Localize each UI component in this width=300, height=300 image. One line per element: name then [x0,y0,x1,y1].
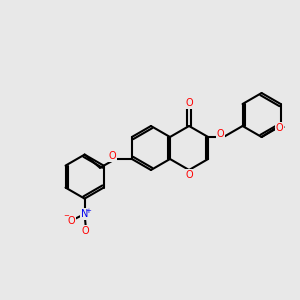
Text: N: N [81,209,88,219]
Text: O: O [68,215,75,226]
Text: O: O [276,123,283,133]
Text: +: + [86,208,92,214]
Text: −: − [64,214,70,220]
Text: O: O [109,151,116,161]
Text: O: O [185,98,193,108]
Text: O: O [185,170,193,180]
Text: O: O [82,226,89,236]
Text: O: O [217,129,224,139]
